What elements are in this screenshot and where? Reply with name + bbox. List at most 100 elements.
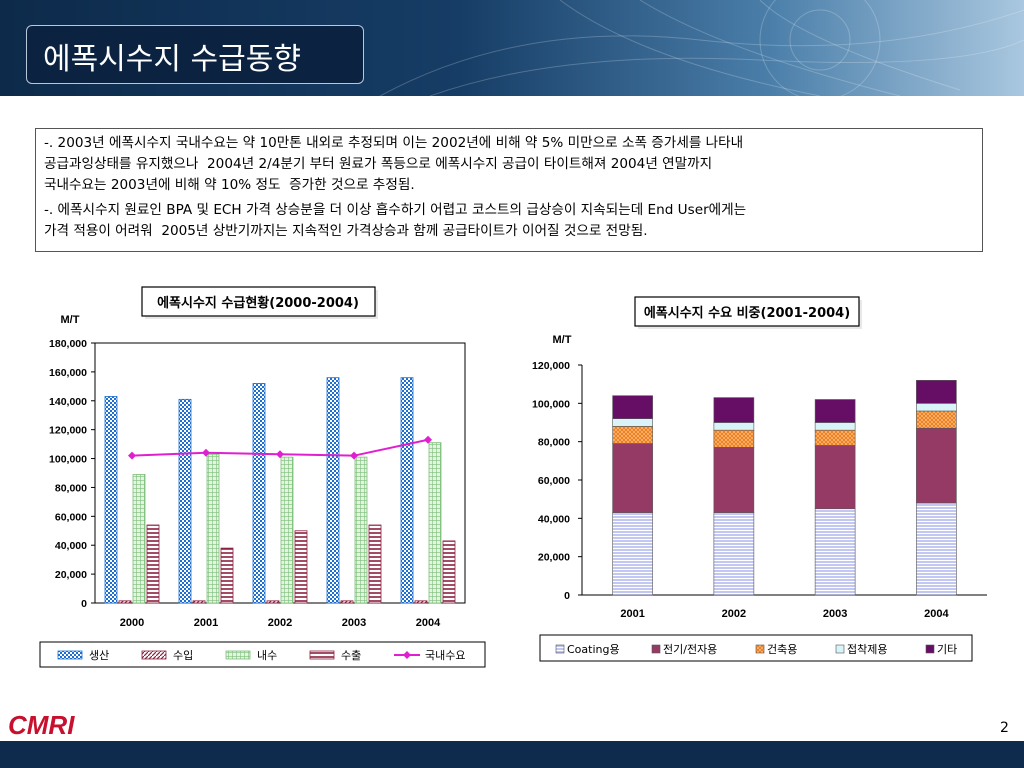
summary-box: -. 2003년 에폭시수지 국내수요는 약 10만톤 내외로 추정되며 이는 …	[35, 128, 983, 252]
chart1-legend-label: 국내수요	[425, 649, 465, 662]
chart1-ytick-label: 80,000	[55, 482, 87, 494]
header-world-graphic	[379, 0, 1024, 96]
chart1-line-point	[276, 450, 284, 459]
chart2-bar-기타	[916, 380, 957, 404]
chart2-bar-기타	[612, 395, 653, 419]
summary-paragraph-2: -. 에폭시수지 원료인 BPA 및 ECH 가격 상승분을 더 이상 흡수하기…	[44, 202, 747, 239]
chart2-xtick-label: 2004	[924, 608, 949, 620]
chart1-bar-수출	[220, 547, 234, 604]
chart1-line-point	[424, 435, 432, 444]
chart1-legend-label: 수출	[341, 649, 361, 662]
chart1-bar-수출	[146, 524, 160, 604]
chart1-bar-수출	[368, 524, 382, 604]
chart2-ytick-label: 120,000	[532, 360, 570, 372]
chart1-ytick-label: 20,000	[55, 569, 87, 581]
chart1-xtick-label: 2000	[120, 617, 144, 629]
chart1-xtick-label: 2002	[268, 617, 292, 629]
chart2-legend-label: 기타	[937, 643, 957, 656]
chart1-legend-label: 수입	[173, 649, 193, 662]
chart2-ytick-label: 20,000	[538, 552, 570, 564]
chart1-ytick-label: 0	[81, 598, 87, 610]
chart2-bar-건축용	[814, 429, 856, 446]
chart1-ytick-label: 100,000	[49, 454, 87, 466]
chart2-bar-기타	[814, 399, 856, 423]
page-number: 2	[1000, 720, 1009, 736]
chart1-legend-marker	[403, 651, 411, 659]
chart2-bar-전기/전자용	[814, 445, 856, 510]
chart2-title-box	[634, 296, 860, 327]
chart1-ytick-label: 60,000	[55, 511, 87, 523]
chart2-bar-접착제용	[612, 418, 653, 427]
chart1-legend-swatch	[141, 650, 167, 660]
chart1-bar-내수	[280, 456, 294, 604]
chart1-line-point	[350, 451, 358, 460]
chart1-bar-수입	[192, 600, 206, 604]
chart1-bar-내수	[354, 456, 368, 604]
chart1-legend-swatch	[225, 650, 251, 660]
chart2-bar-Coating용	[612, 512, 653, 596]
chart2-title: 에폭시수지 수요 비중(2001-2004)	[644, 305, 850, 321]
chart2-ylabel: M/T	[553, 334, 572, 346]
logo-text: CMRI	[8, 710, 75, 738]
page-title: 에폭시수지 수급동향	[43, 42, 301, 77]
chart1-ytick-label: 180,000	[49, 338, 87, 350]
chart2-bar-접착제용	[713, 422, 755, 431]
chart2-bar-접착제용	[814, 422, 856, 431]
chart2-bar-접착제용	[916, 403, 957, 412]
chart1-bar-생산	[104, 396, 118, 604]
chart1-bar-내수	[132, 474, 146, 604]
chart1-bar-생산	[400, 377, 414, 604]
chart1-legend-label: 생산	[89, 649, 109, 662]
summary-paragraph-1: -. 2003년 에폭시수지 국내수요는 약 10만톤 내외로 추정되며 이는 …	[44, 135, 744, 193]
chart2-xtick-label: 2003	[823, 608, 847, 620]
chart1-legend-swatch	[309, 650, 335, 660]
chart2-xtick-label: 2002	[722, 608, 746, 620]
chart1-xtick-label: 2001	[194, 617, 218, 629]
chart2-bar-건축용	[612, 426, 653, 444]
chart1-bar-수입	[340, 600, 354, 604]
chart2-legend-label: 접착제용	[847, 643, 887, 656]
chart1-xtick-label: 2003	[342, 617, 366, 629]
chart2-bar-건축용	[713, 429, 755, 448]
chart1-bar-수입	[414, 600, 428, 604]
chart1-ytick-label: 40,000	[55, 540, 87, 552]
chart1-bar-내수	[206, 453, 220, 604]
chart2-ytick-label: 60,000	[538, 475, 570, 487]
chart1-xtick-label: 2004	[416, 617, 441, 629]
chart1-bar-수입	[266, 600, 280, 604]
title-box: 에폭시수지 수급동향	[26, 25, 364, 84]
chart2-xtick-label: 2001	[620, 608, 644, 620]
chart1-ytick-label: 140,000	[49, 396, 87, 408]
chart1-bar-생산	[326, 377, 340, 604]
chart2-bar-Coating용	[916, 502, 957, 596]
chart1-title-box	[141, 286, 376, 317]
chart2-ytick-label: 80,000	[538, 437, 570, 449]
chart1-bar-생산	[252, 383, 266, 604]
chart2-legend-label: 전기/전자용	[663, 643, 717, 656]
chart2-ytick-label: 100,000	[532, 398, 570, 410]
chart1-legend-swatch	[57, 650, 83, 660]
chart2-legend-swatch	[555, 644, 565, 654]
footer-bar	[0, 741, 1024, 768]
chart2-legend-swatch	[651, 644, 661, 654]
chart2-bar-Coating용	[814, 508, 856, 596]
chart1-ytick-label: 160,000	[49, 367, 87, 379]
chart2-bar-Coating용	[713, 512, 755, 596]
chart1-legend-label: 내수	[257, 649, 277, 662]
chart1-bar-내수	[428, 442, 442, 604]
chart2-bar-전기/전자용	[713, 447, 755, 513]
chart2-legend-swatch	[925, 644, 935, 654]
header-banner: 에폭시수지 수급동향	[0, 0, 1024, 96]
chart2-legend-label: Coating용	[567, 643, 620, 656]
chart2-legend-swatch	[835, 644, 845, 654]
chart1-bar-수입	[118, 600, 132, 604]
chart2-bar-기타	[713, 397, 755, 423]
chart2-bar-전기/전자용	[612, 443, 653, 513]
chart2-ytick-label: 0	[564, 590, 570, 602]
chart2-legend-swatch	[755, 644, 765, 654]
chart1-line-point	[202, 448, 210, 457]
chart1-ylabel: M/T	[61, 314, 80, 326]
chart2-bar-건축용	[916, 410, 957, 429]
chart1-bar-수출	[294, 530, 308, 604]
